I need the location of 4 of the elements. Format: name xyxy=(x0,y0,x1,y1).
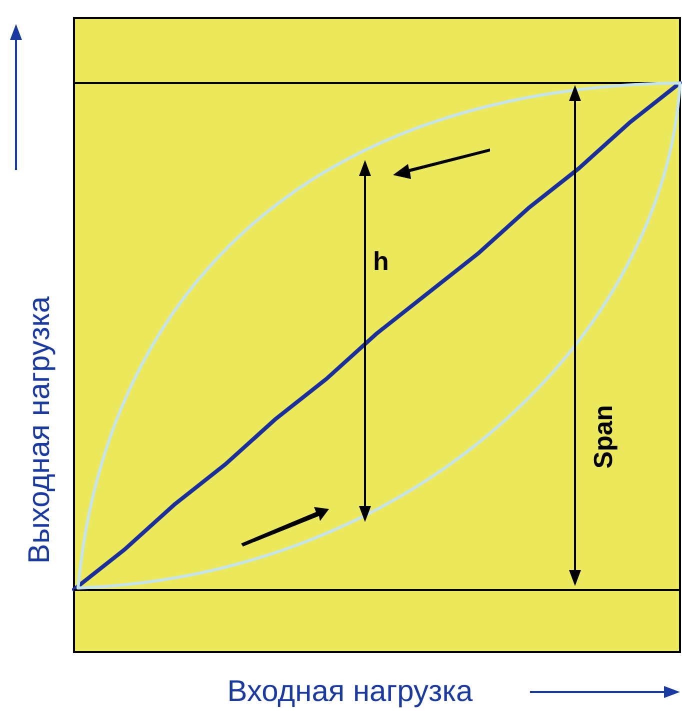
y-axis-title: Выходная нагрузка xyxy=(23,296,57,564)
annotation: h xyxy=(373,246,389,276)
x-axis-title: Входная нагрузка xyxy=(227,675,473,709)
annotation: Span xyxy=(588,404,618,469)
